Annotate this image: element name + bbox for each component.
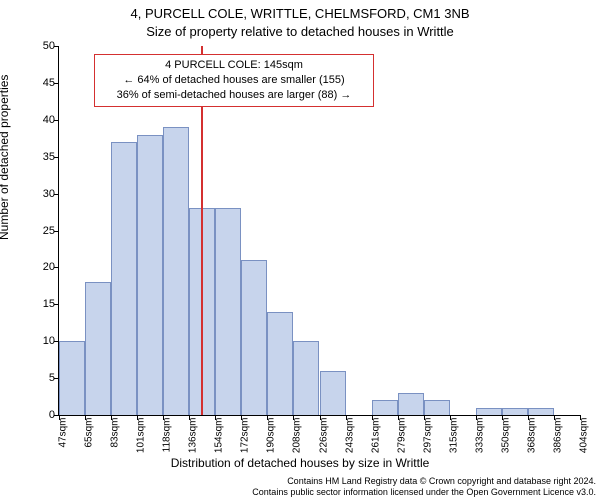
- y-tick-label: 40: [25, 114, 55, 126]
- x-tick-label: 47sqm: [58, 418, 69, 448]
- footer-line1: Contains HM Land Registry data © Crown c…: [0, 476, 596, 487]
- x-tick-label: 172sqm: [240, 418, 251, 454]
- histogram-bar: [528, 408, 554, 415]
- x-tick-mark: [189, 415, 190, 420]
- histogram-bar: [85, 282, 111, 415]
- y-tick-mark: [54, 120, 59, 121]
- x-tick-mark: [137, 415, 138, 420]
- x-tick-label: 154sqm: [214, 418, 225, 454]
- y-tick-label: 10: [25, 335, 55, 347]
- x-tick-label: 65sqm: [84, 418, 95, 448]
- x-axis-label: Distribution of detached houses by size …: [0, 456, 600, 470]
- x-tick-mark: [163, 415, 164, 420]
- y-tick-label: 45: [25, 77, 55, 89]
- x-tick-mark: [528, 415, 529, 420]
- x-tick-mark: [293, 415, 294, 420]
- x-tick-mark: [580, 415, 581, 420]
- x-tick-mark: [267, 415, 268, 420]
- y-tick-label: 35: [25, 151, 55, 163]
- y-tick-label: 20: [25, 261, 55, 273]
- histogram-bar: [372, 400, 398, 415]
- histogram-bar: [267, 312, 293, 415]
- x-tick-label: 261sqm: [370, 418, 381, 454]
- x-tick-mark: [59, 415, 60, 420]
- y-tick-mark: [54, 83, 59, 84]
- x-tick-label: 297sqm: [422, 418, 433, 454]
- x-tick-mark: [241, 415, 242, 420]
- x-tick-mark: [372, 415, 373, 420]
- footer-attribution: Contains HM Land Registry data © Crown c…: [0, 476, 598, 499]
- plot-area: 0510152025303540455047sqm65sqm83sqm101sq…: [58, 46, 580, 416]
- x-tick-label: 190sqm: [266, 418, 277, 454]
- histogram-bar: [111, 142, 137, 415]
- y-tick-mark: [54, 231, 59, 232]
- chart-title-description: Size of property relative to detached ho…: [0, 24, 600, 39]
- x-tick-label: 208sqm: [292, 418, 303, 454]
- x-tick-label: 368sqm: [526, 418, 537, 454]
- x-tick-mark: [424, 415, 425, 420]
- annotation-smaller: ← 64% of detached houses are smaller (15…: [101, 73, 367, 88]
- histogram-bar: [293, 341, 319, 415]
- histogram-bar: [398, 393, 424, 415]
- x-tick-mark: [215, 415, 216, 420]
- y-tick-label: 25: [25, 225, 55, 237]
- y-tick-label: 5: [25, 372, 55, 384]
- histogram-bar: [476, 408, 502, 415]
- y-tick-mark: [54, 46, 59, 47]
- x-tick-mark: [450, 415, 451, 420]
- y-tick-label: 50: [25, 40, 55, 52]
- x-tick-label: 83sqm: [110, 418, 121, 448]
- y-tick-mark: [54, 194, 59, 195]
- x-tick-mark: [398, 415, 399, 420]
- y-tick-label: 0: [25, 409, 55, 421]
- y-tick-mark: [54, 157, 59, 158]
- x-tick-label: 315sqm: [448, 418, 459, 454]
- y-axis-label: Number of detached properties: [0, 75, 11, 240]
- property-size-chart: 4, PURCELL COLE, WRITTLE, CHELMSFORD, CM…: [0, 0, 600, 500]
- x-tick-mark: [320, 415, 321, 420]
- histogram-bar: [215, 208, 241, 415]
- x-tick-label: 136sqm: [188, 418, 199, 454]
- x-tick-label: 333sqm: [474, 418, 485, 454]
- x-tick-label: 404sqm: [579, 418, 590, 454]
- x-tick-mark: [85, 415, 86, 420]
- histogram-bar: [163, 127, 189, 415]
- chart-title-address: 4, PURCELL COLE, WRITTLE, CHELMSFORD, CM…: [0, 6, 600, 21]
- x-tick-label: 118sqm: [162, 418, 173, 453]
- x-tick-label: 226sqm: [318, 418, 329, 454]
- annotation-larger: 36% of semi-detached houses are larger (…: [101, 88, 367, 103]
- x-tick-label: 386sqm: [552, 418, 563, 454]
- y-tick-label: 15: [25, 298, 55, 310]
- x-tick-label: 243sqm: [344, 418, 355, 454]
- annotation-property: 4 PURCELL COLE: 145sqm: [101, 58, 367, 73]
- x-tick-label: 101sqm: [136, 418, 147, 454]
- histogram-bar: [137, 135, 163, 415]
- x-tick-mark: [554, 415, 555, 420]
- x-tick-label: 350sqm: [500, 418, 511, 454]
- x-tick-mark: [502, 415, 503, 420]
- histogram-bar: [502, 408, 528, 415]
- histogram-bar: [241, 260, 267, 415]
- histogram-bar: [424, 400, 450, 415]
- y-tick-mark: [54, 304, 59, 305]
- x-tick-mark: [476, 415, 477, 420]
- y-tick-mark: [54, 267, 59, 268]
- x-tick-label: 279sqm: [396, 418, 407, 454]
- histogram-bar: [59, 341, 85, 415]
- footer-line2: Contains public sector information licen…: [0, 487, 596, 498]
- x-tick-mark: [111, 415, 112, 420]
- histogram-bar: [320, 371, 346, 415]
- y-tick-label: 30: [25, 188, 55, 200]
- annotation-box: 4 PURCELL COLE: 145sqm ← 64% of detached…: [94, 54, 374, 107]
- x-tick-mark: [346, 415, 347, 420]
